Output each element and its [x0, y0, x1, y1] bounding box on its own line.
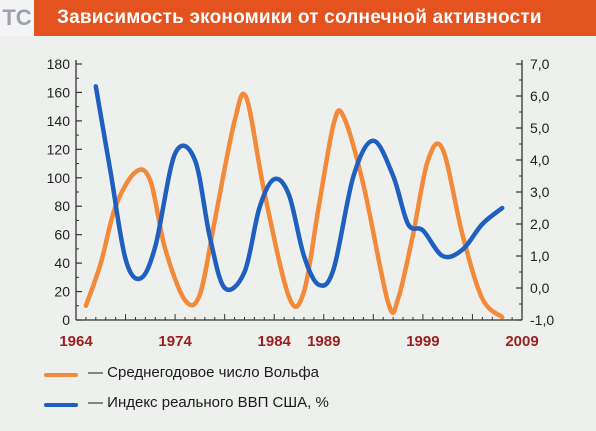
right-tick-label: 5,0 — [530, 120, 550, 136]
legend-swatch-gdp — [44, 403, 78, 407]
x-tick-label: 2009 — [505, 333, 538, 350]
left-tick-label: 180 — [47, 56, 71, 72]
left-tick-label: 140 — [47, 113, 71, 129]
x-tick-label: 1999 — [406, 333, 439, 350]
right-tick-label: 4,0 — [530, 152, 550, 168]
right-tick-label: 2,0 — [530, 216, 550, 232]
left-tick-label: 120 — [47, 141, 71, 157]
legend-swatch-wolf — [44, 373, 78, 377]
right-tick-label: -1,0 — [530, 312, 554, 328]
channel-logo: ТС — [0, 0, 34, 36]
right-tick-label: 0,0 — [530, 280, 550, 296]
title-bar: ТС Зависимость экономики от солнечной ак… — [0, 0, 596, 36]
right-tick-label: 1,0 — [530, 248, 550, 264]
x-tick-label: 1984 — [258, 333, 292, 350]
left-tick-label: 0 — [62, 312, 70, 328]
right-tick-label: 7,0 — [530, 56, 550, 72]
right-tick-label: 6,0 — [530, 88, 550, 104]
left-tick-label: 80 — [54, 198, 70, 214]
legend-label-wolf: — Среднегодовое число Вольфа — [88, 364, 320, 381]
gdp-index-line — [93, 84, 505, 293]
left-tick-label: 40 — [54, 255, 70, 271]
left-tick-label: 100 — [47, 170, 71, 186]
wolf-number-line — [83, 91, 505, 320]
left-tick-label: 160 — [47, 84, 71, 100]
left-tick-label: 20 — [54, 284, 70, 300]
left-tick-label: 60 — [54, 227, 70, 243]
x-tick-label: 1964 — [59, 333, 93, 350]
x-tick-label: 1974 — [158, 333, 192, 350]
page-title: Зависимость экономики от солнечной актив… — [57, 7, 542, 28]
x-tick-label: 1989 — [307, 333, 340, 350]
chart: 0 20 40 60 80 100 120 140 160 180 -1,0 0,0 1,0 2,0 3,0… — [47, 56, 555, 350]
right-tick-label: 3,0 — [530, 184, 550, 200]
legend-label-gdp: — Индекс реального ВВП США, % — [88, 394, 329, 411]
